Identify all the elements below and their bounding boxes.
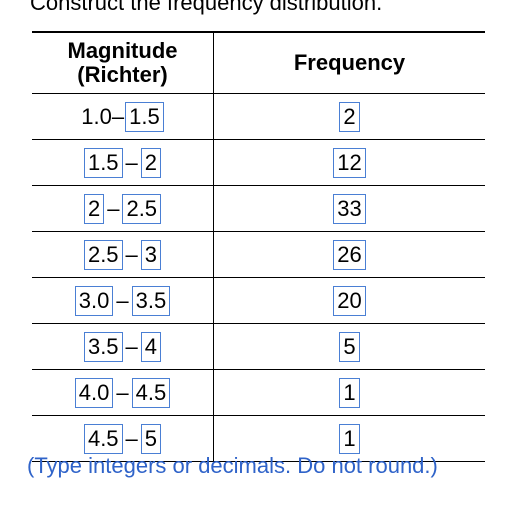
upper-limit-input[interactable]: 2 [140, 147, 162, 178]
frequency-cell: 12 [213, 139, 485, 186]
upper-limit-input[interactable]: 4 [140, 331, 162, 362]
upper-limit-input[interactable]: 3.5 [131, 285, 171, 316]
frequency-cell: 2 [213, 93, 485, 140]
frequency-input[interactable]: 1 [339, 423, 360, 454]
range-separator: – [111, 103, 125, 129]
frequency-input[interactable]: 20 [333, 285, 366, 316]
frequency-input[interactable]: 5 [339, 331, 360, 362]
range-separator: – [116, 379, 129, 405]
input-instruction-note: (Type integers or decimals. Do not round… [27, 453, 438, 478]
upper-limit-input[interactable]: 5 [140, 423, 162, 454]
magnitude-cell: 1.5–2 [32, 139, 214, 186]
lower-limit-input[interactable]: 4.5 [83, 423, 123, 454]
range-separator: – [116, 287, 129, 313]
frequency-input[interactable]: 33 [333, 193, 366, 224]
table-row: 2–2.5 33 [32, 185, 485, 232]
magnitude-cell: 4.5–5 [32, 415, 214, 462]
lower-limit-input[interactable]: 1.5 [83, 147, 123, 178]
magnitude-cell: 4.0–4.5 [32, 369, 214, 416]
magnitude-header-line2: (Richter) [77, 62, 168, 87]
lower-limit-input[interactable]: 3.5 [83, 331, 123, 362]
upper-limit-input[interactable]: 2.5 [122, 193, 162, 224]
magnitude-cell: 3.0–3.5 [32, 277, 214, 324]
range-separator: – [125, 425, 138, 451]
range-separator: – [125, 241, 138, 267]
upper-limit-input[interactable]: 1.5 [125, 101, 164, 132]
frequency-cell: 5 [213, 323, 485, 370]
instruction-text: Construct the frequency distribution. [30, 0, 383, 15]
frequency-cell: 20 [213, 277, 485, 324]
frequency-cell: 1 [213, 369, 485, 416]
table-row: 4.0–4.5 1 [32, 369, 485, 416]
lower-limit-value: 1.0 [81, 103, 112, 129]
upper-limit-input[interactable]: 4.5 [131, 377, 171, 408]
frequency-cell: 1 [213, 415, 485, 462]
table-row: 1.0– 1.5 2 [32, 93, 485, 140]
table-row: 2.5–3 26 [32, 231, 485, 278]
magnitude-header: Magnitude (Richter) [32, 31, 214, 94]
table-header-row: Magnitude (Richter) Frequency [32, 31, 485, 94]
magnitude-cell: 3.5–4 [32, 323, 214, 370]
lower-limit-input[interactable]: 2.5 [83, 239, 123, 270]
range-separator: – [125, 333, 138, 359]
frequency-input[interactable]: 12 [333, 147, 366, 178]
frequency-input[interactable]: 2 [339, 101, 360, 132]
upper-limit-input[interactable]: 3 [140, 239, 162, 270]
magnitude-cell: 2–2.5 [32, 185, 214, 232]
frequency-cell: 33 [213, 185, 485, 232]
magnitude-cell: 1.0– 1.5 [32, 93, 214, 140]
table-row: 3.5–4 5 [32, 323, 485, 370]
table-row: 3.0–3.5 20 [32, 277, 485, 324]
range-separator: – [107, 195, 120, 221]
frequency-input[interactable]: 1 [339, 377, 360, 408]
magnitude-cell: 2.5–3 [32, 231, 214, 278]
range-separator: – [125, 149, 138, 175]
frequency-header: Frequency [213, 31, 485, 94]
lower-limit-input[interactable]: 2 [83, 193, 105, 224]
frequency-input[interactable]: 26 [333, 239, 366, 270]
table-row: 1.5–2 12 [32, 139, 485, 186]
table-row: 4.5–5 1 [32, 415, 485, 462]
magnitude-header-line1: Magnitude [67, 38, 178, 63]
frequency-distribution-table: Magnitude (Richter) Frequency 1.0– 1.5 2 1.… [32, 31, 485, 462]
lower-limit-input[interactable]: 3.0 [74, 285, 114, 316]
lower-limit-input[interactable]: 4.0 [74, 377, 114, 408]
frequency-cell: 26 [213, 231, 485, 278]
